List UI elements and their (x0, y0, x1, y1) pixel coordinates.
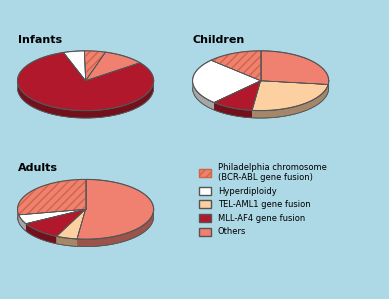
Polygon shape (214, 103, 252, 118)
Polygon shape (77, 179, 154, 239)
Polygon shape (328, 79, 329, 92)
Polygon shape (84, 51, 105, 81)
Polygon shape (19, 209, 86, 224)
Polygon shape (18, 208, 19, 222)
Polygon shape (56, 209, 86, 239)
Polygon shape (63, 51, 86, 81)
Polygon shape (19, 215, 26, 231)
Polygon shape (193, 60, 261, 103)
Polygon shape (86, 52, 140, 81)
Polygon shape (252, 81, 328, 111)
Text: Children: Children (193, 35, 245, 45)
Polygon shape (77, 208, 154, 247)
Polygon shape (261, 51, 329, 85)
Polygon shape (193, 79, 214, 110)
Polygon shape (252, 85, 328, 118)
Text: Adults: Adults (18, 164, 58, 173)
Text: Infants: Infants (18, 35, 61, 45)
Legend: Philadelphia chromosome
(BCR-ABL gene fusion), Hyperdiploidy, TEL-AML1 gene fusi: Philadelphia chromosome (BCR-ABL gene fu… (199, 163, 327, 237)
Polygon shape (214, 81, 261, 110)
Polygon shape (18, 80, 154, 118)
Polygon shape (26, 209, 86, 236)
Polygon shape (18, 52, 154, 111)
Polygon shape (56, 236, 77, 246)
Polygon shape (26, 224, 56, 244)
Polygon shape (18, 179, 86, 215)
Polygon shape (211, 51, 261, 81)
